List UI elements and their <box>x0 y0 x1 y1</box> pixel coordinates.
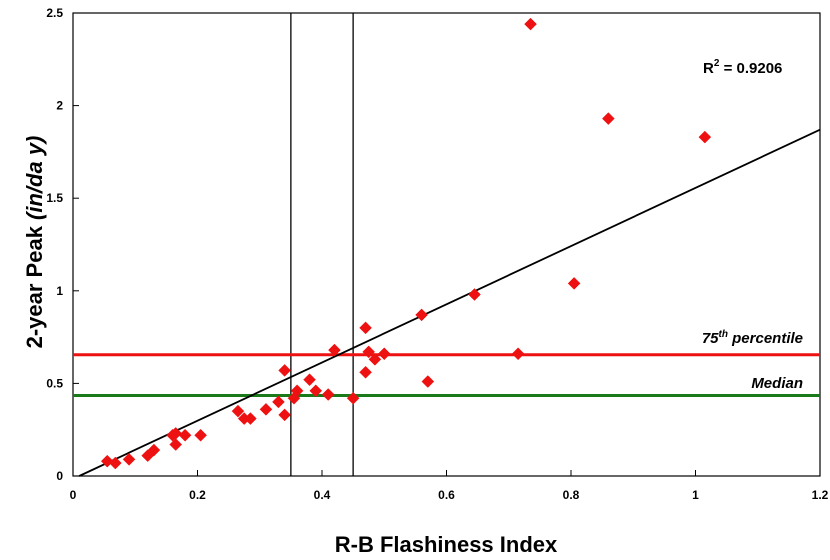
data-point <box>290 384 304 398</box>
data-point <box>601 112 615 125</box>
data-point <box>278 364 292 377</box>
y-tick-label: 0.5 <box>46 376 63 390</box>
y-axis-label-main: 2-year Peak <box>22 220 47 348</box>
r-squared-sup: 2 <box>714 58 720 69</box>
r-squared-prefix: R <box>703 60 714 77</box>
data-point <box>147 443 161 457</box>
y-tick-label: 2 <box>56 99 63 113</box>
x-tick-label: 1.2 <box>812 488 829 502</box>
data-point <box>328 343 341 357</box>
x-tick-label: 0 <box>70 488 77 502</box>
r-squared-label: R2 = 0.9206 <box>703 58 782 77</box>
data-point <box>122 452 136 466</box>
data-point <box>346 391 360 405</box>
data-point <box>231 404 245 418</box>
data-point <box>321 388 335 401</box>
x-tick-label: 0.2 <box>189 488 206 502</box>
x-tick-label: 0.4 <box>314 488 331 502</box>
data-point <box>278 408 292 422</box>
reference-lines <box>73 13 820 476</box>
trendline-group <box>78 128 821 477</box>
data-point <box>359 321 372 335</box>
trendline <box>78 128 821 477</box>
r-squared-value: = 0.9206 <box>719 60 782 77</box>
data-point <box>698 130 712 144</box>
x-axis-label: R-B Flashiness Index <box>335 532 558 557</box>
data-point <box>272 395 285 409</box>
x-tick-label: 0.6 <box>438 488 455 502</box>
data-point <box>468 288 481 301</box>
percentile-75-label-rest: percentile <box>728 330 803 347</box>
percentile-75-label-sup: th <box>719 329 728 340</box>
data-point <box>421 375 435 388</box>
data-points <box>100 17 712 470</box>
median-label: Median <box>751 375 803 392</box>
y-axis-label: 2-year Peak (in/da y) <box>22 136 47 349</box>
y-tick-label: 2.5 <box>46 6 63 20</box>
x-tick-label: 1 <box>692 488 699 502</box>
data-point <box>244 412 257 425</box>
data-point <box>415 308 428 322</box>
x-tick-label: 0.8 <box>563 488 580 502</box>
data-point <box>169 438 183 451</box>
data-point <box>362 345 376 359</box>
data-point <box>108 456 122 470</box>
data-point <box>194 428 207 442</box>
y-axis-label-unit: (in/da y) <box>22 136 47 220</box>
y-tick-label: 1.5 <box>46 191 63 205</box>
data-point <box>567 277 581 290</box>
data-point <box>178 428 192 442</box>
data-point <box>303 373 316 387</box>
data-point <box>511 347 525 361</box>
percentile-75-label-main: 75 <box>702 330 719 347</box>
percentile-75-label: 75th percentile <box>702 329 803 347</box>
y-tick-label: 0 <box>56 469 63 483</box>
data-point <box>259 402 273 416</box>
data-point <box>309 384 323 398</box>
data-point <box>368 352 382 366</box>
data-point <box>359 365 372 379</box>
data-point <box>377 347 391 361</box>
axis-ticks: 0 0.2 0.4 0.6 0.8 1 1.2 0 0.5 1 1.5 2 2.5 <box>46 6 828 502</box>
plot-frame <box>72 12 821 477</box>
data-point <box>524 17 537 31</box>
y-tick-label: 1 <box>56 284 63 298</box>
plot-border <box>72 12 821 477</box>
